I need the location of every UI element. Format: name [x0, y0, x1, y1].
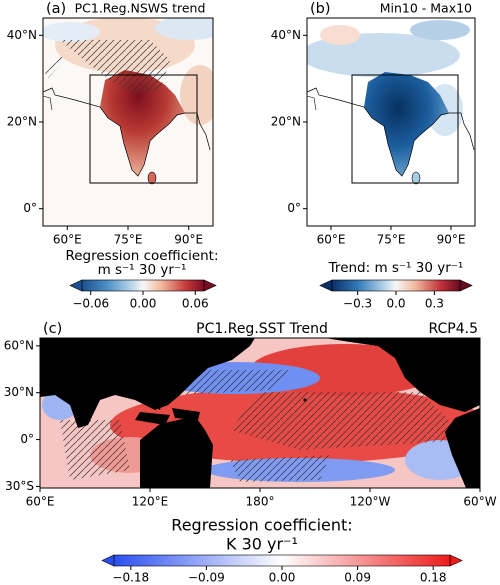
lon-tick-label: 60°E	[26, 495, 55, 509]
lat-tick-label: 0°	[20, 432, 34, 446]
lon-tick-label: 90°E	[437, 233, 466, 247]
map-a	[43, 18, 213, 226]
colorbar-tick-label: −0.06	[72, 297, 109, 311]
colorbar-tick-label: −0.3	[343, 297, 372, 311]
colorbar-extend	[319, 279, 333, 292]
lon-tick-label: 120°E	[132, 495, 169, 509]
lon-tick-label: 180°	[246, 495, 275, 509]
lat-tick-label: 0°	[23, 201, 37, 215]
panel-label: (c)	[43, 321, 62, 337]
map-b	[307, 18, 475, 226]
scenario: RCP4.5	[428, 321, 478, 337]
panel-title: PC1.Reg.SST Trend	[196, 321, 328, 337]
colorbar-label: m s⁻¹ 30 yr⁻¹	[98, 262, 187, 278]
colorbar-tick-label: 0.18	[420, 571, 447, 585]
colorbar-tick-label: 0.00	[130, 297, 157, 311]
lon-tick-label: 75°E	[377, 233, 406, 247]
lon-tick-label: 90°E	[174, 233, 203, 247]
lon-tick-label: 60°E	[53, 233, 82, 247]
panel-label: (b)	[310, 1, 331, 17]
lat-tick-label: 40°N	[7, 28, 37, 42]
lat-tick-label: 60°N	[4, 338, 34, 352]
lat-tick-label: 30°S	[5, 479, 34, 493]
lon-tick-label: 60°E	[317, 233, 346, 247]
colorbar-tick-label: 0.00	[269, 571, 296, 585]
colorbar-tick-label: 0.09	[344, 571, 371, 585]
colorbar	[81, 279, 205, 292]
colorbar-extend	[69, 279, 83, 292]
lat-tick-label: 30°N	[4, 385, 34, 399]
panel-label: (a)	[46, 1, 66, 17]
colorbar	[331, 279, 461, 292]
map-c	[40, 338, 480, 488]
colorbar-extend	[101, 554, 115, 567]
lat-tick-label: 0°	[287, 201, 301, 215]
colorbar-tick-label: −0.09	[188, 571, 225, 585]
lon-tick-label: 120°W	[350, 495, 391, 509]
lon-tick-label: 60°W	[463, 495, 496, 509]
lat-tick-label: 40°N	[271, 28, 301, 42]
colorbar-extend	[449, 554, 463, 567]
colorbar-extend	[203, 279, 217, 292]
colorbar-tick-label: 0.0	[386, 297, 405, 311]
colorbar-label: Regression coefficient:	[171, 516, 352, 535]
colorbar-extend	[459, 279, 473, 292]
lat-tick-label: 20°N	[7, 115, 37, 129]
panel-title: PC1.Reg.NSWS trend	[75, 1, 206, 16]
panel-title: Min10 - Max10	[380, 1, 472, 16]
colorbar	[113, 554, 451, 567]
colorbar-label: Regression coefficient:	[65, 248, 218, 264]
colorbar-tick-label: −0.18	[112, 571, 149, 585]
colorbar-tick-label: 0.06	[182, 297, 209, 311]
colorbar-label: K 30 yr⁻¹	[226, 535, 298, 554]
colorbar-label: Trend: m s⁻¹ 30 yr⁻¹	[328, 260, 464, 276]
lon-tick-label: 75°E	[114, 233, 143, 247]
colorbar-tick-label: 0.3	[425, 297, 444, 311]
lat-tick-label: 20°N	[271, 115, 301, 129]
